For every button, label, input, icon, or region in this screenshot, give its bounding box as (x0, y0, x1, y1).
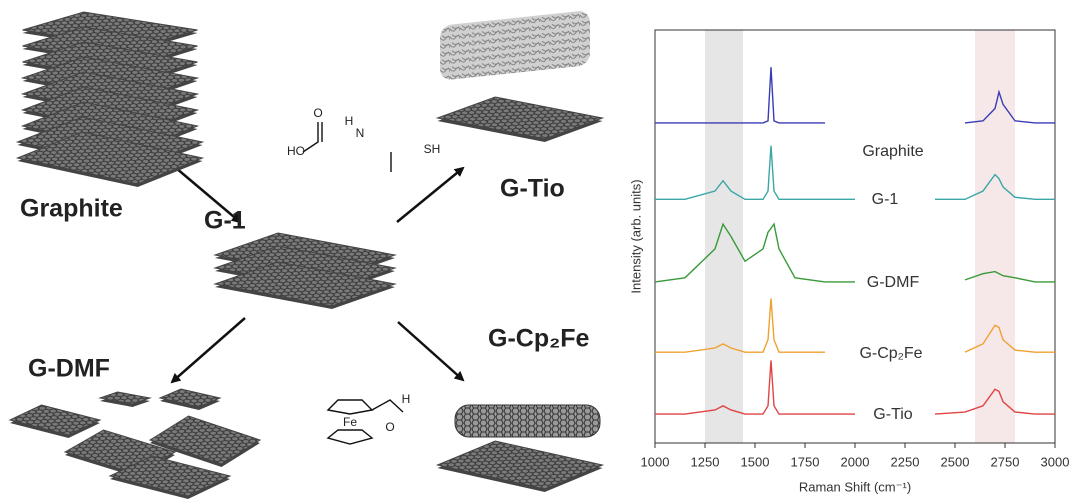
graphene-sheet (8, 404, 102, 436)
x-axis-label: Raman Shift (cm⁻¹) (799, 479, 911, 494)
graphene-sheet (435, 96, 605, 140)
atom-label: H (402, 392, 411, 406)
x-tick-label: 2000 (841, 454, 870, 469)
arrow (397, 321, 465, 382)
x-tick-label: 1250 (691, 454, 720, 469)
series-label: Graphite (862, 143, 923, 160)
graphene-sheet (435, 440, 605, 490)
spectrum-line (655, 360, 1055, 415)
graphene-sheet (158, 388, 222, 408)
series-label: G-DMF (867, 274, 920, 291)
x-tick-label: 2250 (891, 454, 920, 469)
ring (326, 399, 374, 415)
graphene-sheet (15, 131, 205, 185)
arrow (170, 317, 246, 384)
highlight-band (975, 30, 1015, 443)
diagram-label: G-1 (204, 207, 246, 235)
diagram-label: G-DMF (28, 355, 110, 383)
series-label: G-Cp₂Fe (859, 345, 922, 362)
atom-label: HO (287, 144, 305, 158)
arrow (396, 166, 465, 223)
ring (326, 429, 374, 445)
diagram-label: G-Tio (500, 175, 565, 203)
atom-label: H (345, 114, 354, 128)
graphene-sheet (108, 455, 232, 497)
atom-label: O (313, 106, 322, 120)
molecule-ferrocene (326, 399, 404, 445)
series-label: G-1 (872, 191, 899, 208)
x-tick-label: 1500 (741, 454, 770, 469)
spectrum-line (655, 67, 1055, 124)
bonds (371, 399, 404, 413)
arrow (175, 167, 242, 224)
atom-label: N (356, 126, 365, 140)
spectrum-line (655, 298, 1055, 353)
atom-label: O (385, 420, 394, 434)
diagram-label: G-Cp₂Fe (488, 325, 589, 353)
series-label: G-Tio (873, 406, 913, 423)
graphene-sheet (148, 415, 262, 465)
bonds (302, 122, 319, 153)
x-tick-label: 2750 (991, 454, 1020, 469)
x-tick-label: 1000 (641, 454, 670, 469)
spectrum-line (654, 222, 1055, 283)
y-axis-label: Intensity (arb. units) (628, 179, 643, 293)
highlight-band (705, 30, 743, 443)
atom-label: Fe (343, 415, 357, 429)
x-tick-label: 2500 (941, 454, 970, 469)
molecule-tiopronin (302, 122, 392, 172)
x-tick-label: 1750 (791, 454, 820, 469)
diagram-label: Graphite (20, 195, 123, 223)
nanotube (454, 404, 601, 438)
spectrum-line (655, 145, 1055, 201)
arrows (170, 166, 465, 384)
graphene-sheet (98, 391, 152, 405)
chart: 1000 1250 1500 1750 2000 2250 2500 2750 3000 Rama… (628, 29, 1070, 494)
polymer-layer (440, 11, 590, 80)
graphene-sheet (213, 261, 397, 307)
atom-label: SH (424, 142, 441, 156)
x-tick-label: 3000 (1041, 454, 1070, 469)
